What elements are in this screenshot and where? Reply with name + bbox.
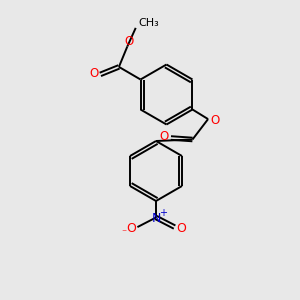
Text: ⁻: ⁻ — [121, 229, 126, 239]
Text: O: O — [124, 34, 133, 48]
Text: N: N — [152, 212, 161, 225]
Text: O: O — [126, 222, 136, 236]
Text: O: O — [89, 67, 98, 80]
Text: +: + — [159, 208, 167, 218]
Text: CH₃: CH₃ — [138, 17, 159, 28]
Text: O: O — [176, 222, 186, 236]
Text: O: O — [160, 130, 169, 143]
Text: O: O — [210, 114, 219, 127]
